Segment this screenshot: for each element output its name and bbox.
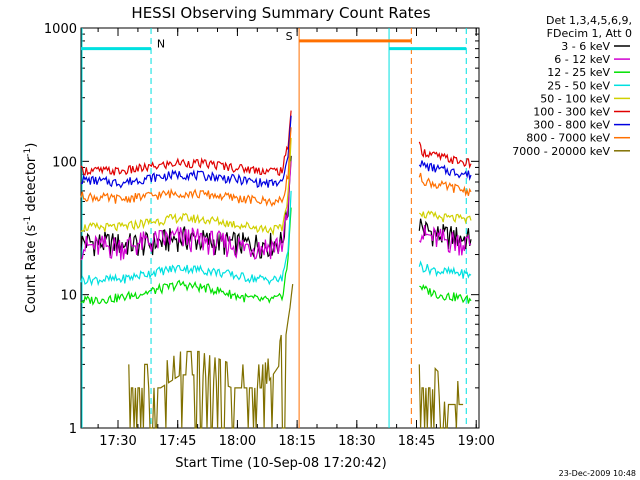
x-tick-label: 18:15 [278,434,315,449]
legend-label: 3 - 6 keV [561,40,610,53]
series-line [80,115,292,189]
series-line [418,364,464,429]
legend-label: 7000 - 20000 keV [512,145,610,158]
chart-title: HESSI Observing Summary Count Rates [131,4,430,22]
series-line [80,110,292,177]
series-line [80,137,292,236]
annotation-label: S [286,30,293,43]
annotation-label: N [157,38,165,51]
legend-label: 300 - 800 keV [533,119,610,132]
timestamp: 23-Dec-2009 10:48 [559,469,636,478]
legend-label: 50 - 100 keV [540,92,610,105]
legend-label: 800 - 7000 keV [526,132,610,145]
legend-header-2: FDecim 1, Att 0 [547,27,632,40]
series-line [418,225,472,256]
y-tick-label: 10 [60,289,77,304]
y-tick-label: 1000 [44,22,77,37]
plot-frame [80,27,480,429]
x-tick-label: 17:45 [159,434,196,449]
legend-label: 6 - 12 keV [554,53,610,66]
x-axis-label: Start Time (10-Sep-08 17:20:42) [175,456,386,471]
legend-label: 25 - 50 keV [547,79,610,92]
x-tick-label: 18:45 [398,434,435,449]
x-tick-label: 18:00 [219,434,256,449]
series-line [80,127,292,208]
y-tick-label: 1 [69,422,77,437]
series-line [80,161,292,261]
legend-header-1: Det 1,3,4,5,6,9, [546,14,632,27]
y-tick-label: 100 [52,155,77,170]
series-line [418,160,472,181]
legend-label: 12 - 25 keV [547,66,610,79]
legend-label: 100 - 300 keV [533,106,610,119]
x-tick-label: 17:30 [99,434,136,449]
x-tick-label: 18:30 [338,434,375,449]
series-line [418,141,472,169]
series-line [128,284,294,429]
x-tick-label: 19:00 [457,434,494,449]
series-line [80,207,292,306]
series-line [418,260,472,279]
series-line [418,172,472,197]
y-axis-label: Count Rate (s-1 detector-1) [23,143,39,314]
series-line [418,210,472,225]
series-line [80,190,292,287]
series-line [419,283,472,304]
series-line [418,218,472,250]
